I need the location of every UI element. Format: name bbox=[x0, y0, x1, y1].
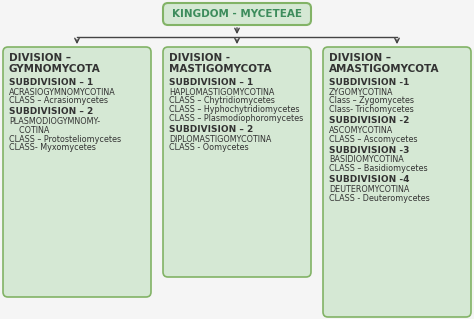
Text: ZYGOMYCOTINA: ZYGOMYCOTINA bbox=[329, 88, 393, 97]
Text: CLASS – Basidiomycetes: CLASS – Basidiomycetes bbox=[329, 164, 428, 173]
Text: SUBDIVISION -4: SUBDIVISION -4 bbox=[329, 175, 410, 184]
Text: AMASTIGOMYCOTA: AMASTIGOMYCOTA bbox=[329, 64, 439, 74]
Text: SUBDIVISION – 2: SUBDIVISION – 2 bbox=[9, 108, 93, 116]
Text: KINGDOM - MYCETEAE: KINGDOM - MYCETEAE bbox=[172, 9, 302, 19]
Text: ACRASIOGYMNOMYCOTINA: ACRASIOGYMNOMYCOTINA bbox=[9, 88, 116, 97]
Text: GYMNOMYCOTA: GYMNOMYCOTA bbox=[9, 64, 101, 74]
Text: ASCOMYCOTINA: ASCOMYCOTINA bbox=[329, 126, 393, 135]
Text: SUBDIVISION – 1: SUBDIVISION – 1 bbox=[9, 78, 93, 87]
Text: DIVISION -: DIVISION - bbox=[169, 53, 230, 63]
Text: CLASS – Ascomycetes: CLASS – Ascomycetes bbox=[329, 135, 418, 144]
Text: Class – Zygomycetes: Class – Zygomycetes bbox=[329, 96, 414, 105]
FancyBboxPatch shape bbox=[323, 47, 471, 317]
Text: DIVISION –: DIVISION – bbox=[9, 53, 71, 63]
FancyBboxPatch shape bbox=[3, 47, 151, 297]
Text: SUBDIVISION – 1: SUBDIVISION – 1 bbox=[169, 78, 253, 87]
Text: PLASMODIOGYMNOMY-: PLASMODIOGYMNOMY- bbox=[9, 117, 100, 126]
Text: SUBDIVISION – 2: SUBDIVISION – 2 bbox=[169, 125, 253, 134]
Text: SUBDIVISION -3: SUBDIVISION -3 bbox=[329, 146, 410, 155]
Text: CLASS - Oomycetes: CLASS - Oomycetes bbox=[169, 143, 249, 152]
Text: DEUTEROMYCOTINA: DEUTEROMYCOTINA bbox=[329, 185, 410, 194]
Text: CLASS – Acrasiomycetes: CLASS – Acrasiomycetes bbox=[9, 96, 108, 105]
FancyBboxPatch shape bbox=[163, 47, 311, 277]
FancyBboxPatch shape bbox=[163, 3, 311, 25]
Text: DIVISION –: DIVISION – bbox=[329, 53, 391, 63]
Text: CLASS - Deuteromycetes: CLASS - Deuteromycetes bbox=[329, 194, 430, 203]
Text: COTINA: COTINA bbox=[9, 126, 49, 135]
Text: MASTIGOMYCOTA: MASTIGOMYCOTA bbox=[169, 64, 272, 74]
Text: BASIDIOMYCOTINA: BASIDIOMYCOTINA bbox=[329, 155, 404, 165]
Text: CLASS- Myxomycetes: CLASS- Myxomycetes bbox=[9, 143, 96, 152]
Text: DIPLOMASTIGOMYCOTINA: DIPLOMASTIGOMYCOTINA bbox=[169, 135, 272, 144]
Text: CLASS – Chytridiomycetes: CLASS – Chytridiomycetes bbox=[169, 96, 275, 105]
Text: SUBDIVISION -1: SUBDIVISION -1 bbox=[329, 78, 410, 87]
Text: Class- Trichomycetes: Class- Trichomycetes bbox=[329, 105, 414, 114]
Text: CLASS – Hyphochytridiomycetes: CLASS – Hyphochytridiomycetes bbox=[169, 105, 300, 114]
Text: CLASS – Protosteliomycetes: CLASS – Protosteliomycetes bbox=[9, 135, 121, 144]
Text: CLASS – Plasmodiophoromycetes: CLASS – Plasmodiophoromycetes bbox=[169, 114, 303, 123]
Text: HAPLOMASTIGOMYCOTINA: HAPLOMASTIGOMYCOTINA bbox=[169, 88, 274, 97]
Text: SUBDIVISION -2: SUBDIVISION -2 bbox=[329, 116, 410, 125]
